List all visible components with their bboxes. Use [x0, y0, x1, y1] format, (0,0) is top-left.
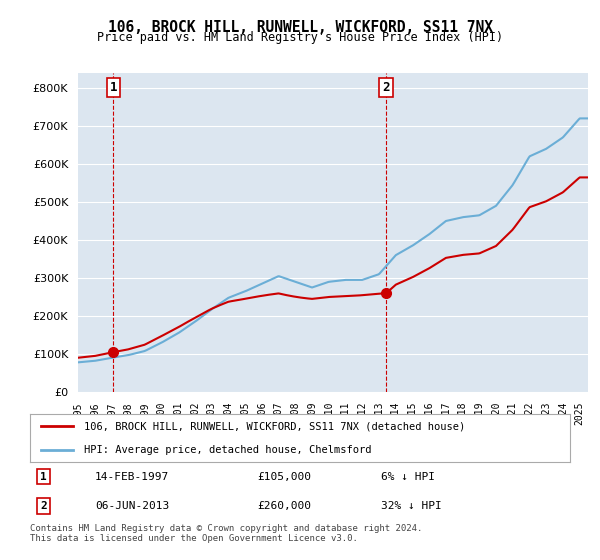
- Text: 1: 1: [40, 472, 47, 482]
- Text: 2: 2: [382, 81, 390, 94]
- Text: £105,000: £105,000: [257, 472, 311, 482]
- Text: HPI: Average price, detached house, Chelmsford: HPI: Average price, detached house, Chel…: [84, 445, 371, 455]
- Text: 2: 2: [40, 501, 47, 511]
- Text: 106, BROCK HILL, RUNWELL, WICKFORD, SS11 7NX: 106, BROCK HILL, RUNWELL, WICKFORD, SS11…: [107, 20, 493, 35]
- Text: 14-FEB-1997: 14-FEB-1997: [95, 472, 169, 482]
- Text: Price paid vs. HM Land Registry's House Price Index (HPI): Price paid vs. HM Land Registry's House …: [97, 31, 503, 44]
- Text: Contains HM Land Registry data © Crown copyright and database right 2024.
This d: Contains HM Land Registry data © Crown c…: [30, 524, 422, 543]
- Text: 32% ↓ HPI: 32% ↓ HPI: [381, 501, 442, 511]
- Text: 106, BROCK HILL, RUNWELL, WICKFORD, SS11 7NX (detached house): 106, BROCK HILL, RUNWELL, WICKFORD, SS11…: [84, 421, 465, 431]
- Text: 6% ↓ HPI: 6% ↓ HPI: [381, 472, 435, 482]
- Text: 06-JUN-2013: 06-JUN-2013: [95, 501, 169, 511]
- Text: 1: 1: [110, 81, 117, 94]
- Text: £260,000: £260,000: [257, 501, 311, 511]
